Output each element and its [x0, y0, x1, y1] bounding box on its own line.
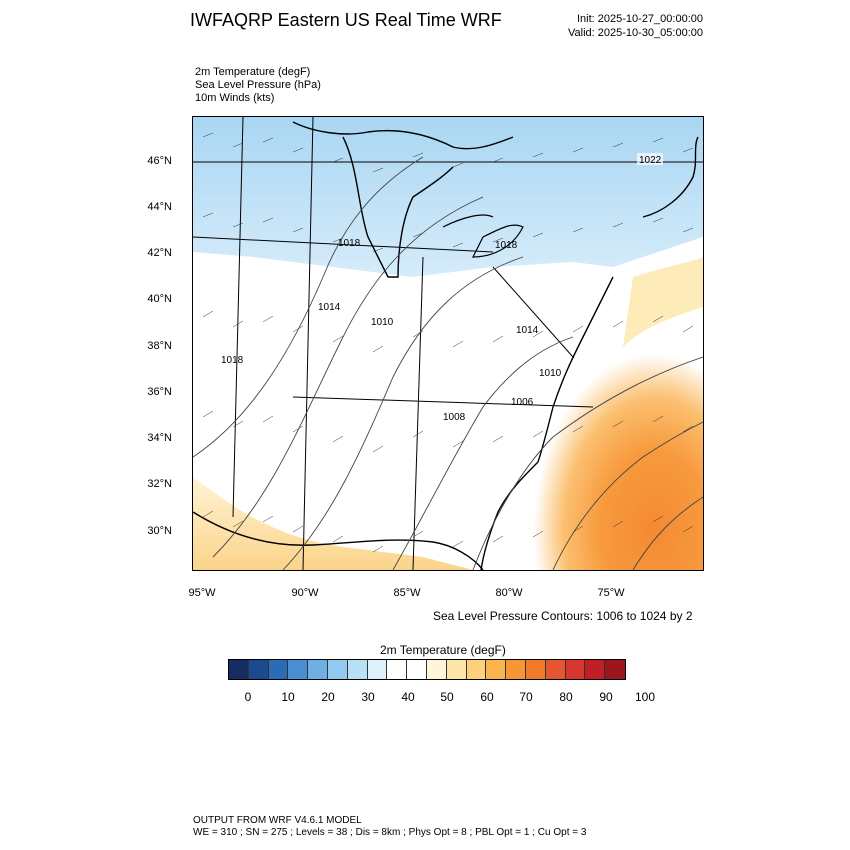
lon-label-75w: 75°W [597, 587, 625, 599]
colorbar-swatch [525, 660, 546, 679]
colorbar-swatch [466, 660, 487, 679]
colorbar-tick-80: 80 [559, 690, 573, 704]
map-title: IWFAQRP Eastern US Real Time WRF [190, 10, 502, 30]
lat-label-40n: 40°N [147, 293, 172, 305]
colorbar-tick-10: 10 [281, 690, 295, 704]
isobar-label-1010-b: 1010 [539, 368, 562, 379]
colorbar-tick-50: 50 [440, 690, 454, 704]
temperature-colorbar [228, 659, 626, 680]
colorbar-swatch [446, 660, 467, 679]
slp-contour-note: Sea Level Pressure Contours: 1006 to 102… [433, 609, 693, 623]
colorbar-swatch [288, 660, 309, 679]
isobar-label-1022: 1022 [639, 155, 662, 166]
gulf-warm-region [193, 477, 473, 570]
lon-label-90w: 90°W [291, 587, 319, 599]
lat-label-32n: 32°N [147, 478, 172, 490]
lat-label-46n: 46°N [147, 155, 172, 167]
colorbar-tick-60: 60 [480, 690, 494, 704]
lat-label-30n: 30°N [147, 525, 172, 537]
colorbar-swatch [506, 660, 526, 679]
isobar-label-1008: 1008 [443, 412, 466, 423]
colorbar-tick-20: 20 [321, 690, 335, 704]
isobar-label-1018-b: 1018 [495, 240, 518, 251]
colorbar-tick-100: 100 [634, 690, 656, 704]
colorbar-swatch [268, 660, 289, 679]
isobar-label-1018-c: 1018 [221, 355, 244, 366]
colorbar-swatch [367, 660, 388, 679]
lat-label-38n: 38°N [147, 340, 172, 352]
lon-label-85w: 85°W [393, 587, 421, 599]
variable-label-temperature: 2m Temperature (degF) [195, 66, 311, 78]
lat-label-34n: 34°N [147, 432, 172, 444]
footer-model-line: OUTPUT FROM WRF V4.6.1 MODEL [193, 815, 362, 826]
colorbar-swatch [347, 660, 368, 679]
isobar-label-1014-a: 1014 [318, 302, 341, 313]
colorbar-swatch [308, 660, 328, 679]
colorbar-tick-30: 30 [361, 690, 375, 704]
colorbar-swatch [387, 660, 408, 679]
lat-label-36n: 36°N [147, 386, 172, 398]
colorbar-swatch [407, 660, 427, 679]
lon-label-95w: 95°W [188, 587, 216, 599]
colorbar-swatch [486, 660, 507, 679]
colorbar-title: 2m Temperature (degF) [380, 643, 506, 657]
colorbar-tick-90: 90 [599, 690, 613, 704]
colorbar-swatch [229, 660, 249, 679]
colorbar-swatch [248, 660, 269, 679]
init-time: Init: 2025-10-27_00:00:00 [577, 13, 703, 25]
isobar-label-1006: 1006 [511, 397, 534, 408]
colorbar-tick-0: 0 [244, 690, 252, 704]
valid-time: Valid: 2025-10-30_05:00:00 [568, 27, 703, 39]
cold-region [193, 117, 703, 277]
variable-label-winds: 10m Winds (kts) [195, 92, 275, 104]
colorbar-swatch [545, 660, 566, 679]
lat-label-42n: 42°N [147, 247, 172, 259]
colorbar-swatch [605, 660, 625, 679]
weather-map: 1022 1018 1018 1014 1010 1014 1018 1010 … [192, 116, 704, 571]
colorbar-swatch [585, 660, 606, 679]
variable-label-pressure: Sea Level Pressure (hPa) [195, 79, 321, 91]
colorbar-swatch [327, 660, 348, 679]
lat-label-44n: 44°N [147, 201, 172, 213]
isobar-label-1014-b: 1014 [516, 325, 539, 336]
colorbar-swatch [565, 660, 586, 679]
isobar-label-1018-a: 1018 [338, 238, 361, 249]
footer-config-line: WE = 310 ; SN = 275 ; Levels = 38 ; Dis … [193, 827, 587, 838]
colorbar-tick-70: 70 [519, 690, 533, 704]
lon-label-80w: 80°W [495, 587, 523, 599]
isobar-label-1010-a: 1010 [371, 317, 394, 328]
colorbar-swatch [426, 660, 447, 679]
colorbar-tick-40: 40 [401, 690, 415, 704]
